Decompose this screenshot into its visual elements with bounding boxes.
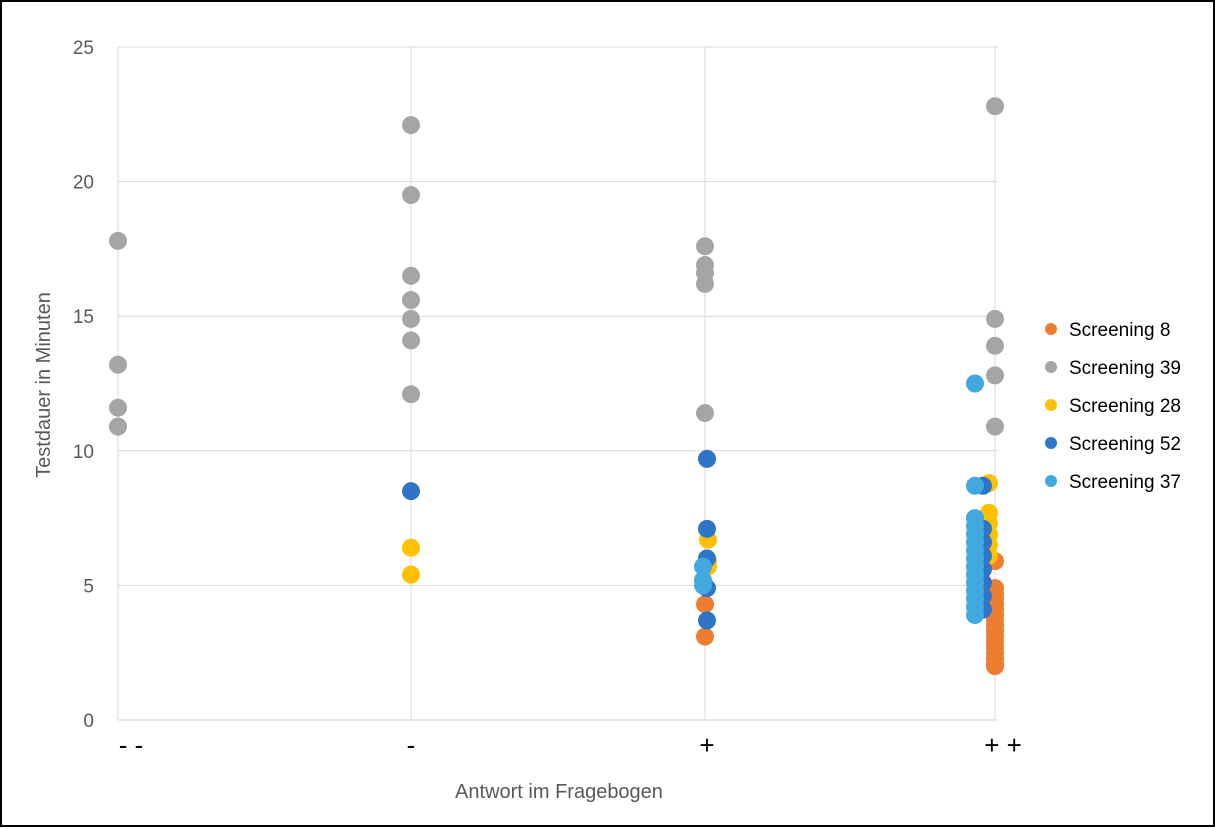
data-point bbox=[694, 576, 712, 595]
data-point bbox=[109, 231, 127, 250]
data-point bbox=[402, 291, 420, 310]
data-point bbox=[694, 557, 712, 576]
legend-label: Screening 8 bbox=[1069, 320, 1170, 341]
data-point bbox=[966, 606, 984, 625]
data-point bbox=[986, 657, 1004, 676]
y-tick-label: 10 bbox=[73, 442, 94, 463]
x-axis-title: Antwort im Fragebogen bbox=[455, 781, 663, 803]
x-tick-label: + + bbox=[984, 730, 1022, 760]
data-point bbox=[696, 237, 714, 256]
legend-marker bbox=[1045, 323, 1057, 335]
data-point bbox=[402, 385, 420, 404]
legend-marker bbox=[1045, 437, 1057, 449]
data-point bbox=[696, 627, 714, 646]
y-tick-label: 5 bbox=[83, 576, 94, 597]
series-screening-39 bbox=[109, 97, 1004, 436]
x-tick-label: - bbox=[407, 730, 416, 760]
data-point bbox=[402, 266, 420, 285]
gridlines bbox=[117, 46, 998, 721]
data-point bbox=[986, 97, 1004, 116]
data-point bbox=[109, 417, 127, 436]
legend: Screening 8 Screening 39 Screening 28 Scree… bbox=[1045, 320, 1181, 493]
data-point bbox=[696, 595, 714, 614]
data-point bbox=[986, 309, 1004, 328]
legend-marker bbox=[1045, 475, 1057, 487]
data-point bbox=[966, 476, 984, 495]
series-screening-8 bbox=[696, 552, 1004, 676]
data-point bbox=[402, 538, 420, 557]
legend-label: Screening 37 bbox=[1069, 472, 1181, 493]
legend-marker bbox=[1045, 361, 1057, 373]
data-point bbox=[402, 309, 420, 328]
data-points bbox=[109, 97, 1004, 676]
data-point bbox=[698, 449, 716, 468]
y-tick-label: 25 bbox=[73, 38, 94, 59]
data-point bbox=[986, 336, 1004, 355]
y-axis-title: Testdauer in Minuten bbox=[33, 292, 55, 478]
y-tick-label: 20 bbox=[73, 173, 94, 194]
data-point bbox=[109, 355, 127, 374]
data-point bbox=[966, 374, 984, 393]
data-point bbox=[698, 611, 716, 630]
data-point bbox=[696, 404, 714, 423]
data-point bbox=[698, 519, 716, 538]
data-point bbox=[986, 417, 1004, 436]
data-point bbox=[402, 482, 420, 501]
legend-marker bbox=[1045, 399, 1057, 411]
y-tick-label: 0 bbox=[83, 711, 94, 732]
data-point bbox=[696, 274, 714, 293]
data-point bbox=[402, 565, 420, 584]
legend-label: Screening 28 bbox=[1069, 396, 1181, 417]
data-point bbox=[402, 186, 420, 205]
y-tick-label: 15 bbox=[73, 307, 94, 328]
data-point bbox=[986, 366, 1004, 385]
x-tick-label: + bbox=[699, 730, 714, 760]
series-screening-37 bbox=[694, 374, 984, 625]
y-axis-ticks: 0 5 10 15 20 25 bbox=[73, 38, 94, 732]
data-point bbox=[109, 398, 127, 417]
legend-label: Screening 52 bbox=[1069, 434, 1181, 455]
x-tick-label: - - bbox=[119, 730, 144, 760]
data-point bbox=[402, 116, 420, 135]
legend-label: Screening 39 bbox=[1069, 358, 1181, 379]
x-axis-ticks: - - - + + + bbox=[119, 730, 1022, 760]
data-point bbox=[402, 331, 420, 350]
